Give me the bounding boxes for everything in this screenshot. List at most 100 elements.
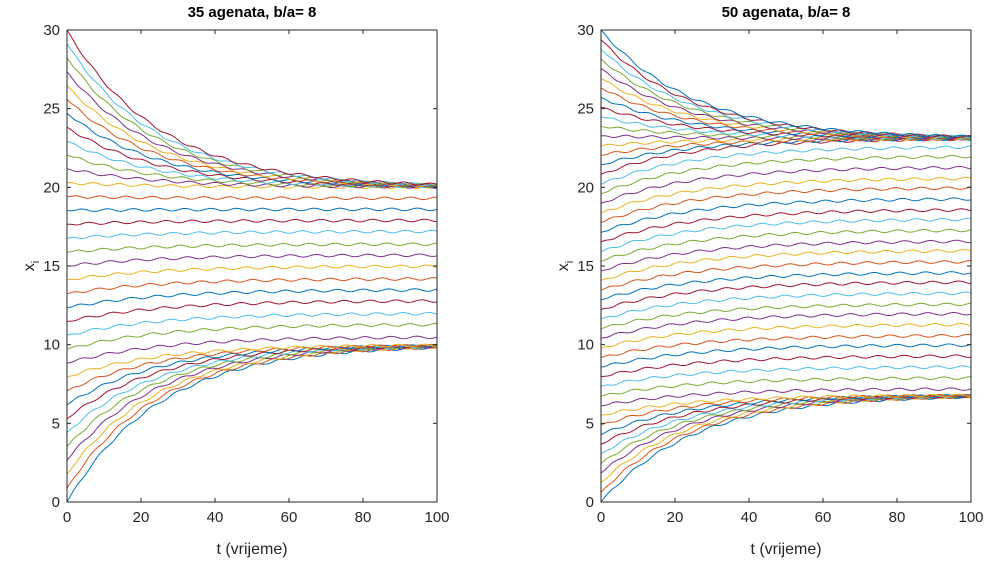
agent-trajectory-15: [600, 343, 972, 368]
agent-trajectory-7: [66, 344, 438, 420]
agent-trajectory-18: [66, 253, 438, 267]
series-group-left: [66, 29, 438, 503]
agent-trajectory-48: [600, 48, 972, 139]
agent-trajectory-47: [600, 58, 972, 139]
subplot-right: 50 agenata, b/a= 8 0 20 40 60 80 100 0 5 10 15 20 2…: [555, 4, 984, 558]
agent-trajectory-37: [600, 137, 972, 156]
y-tick-label: 0: [52, 494, 60, 511]
agent-trajectory-23: [67, 195, 438, 201]
agent-trajectory-8: [66, 344, 438, 406]
agent-trajectory-45: [600, 77, 972, 140]
subplot-left: 35 agenata, b/a= 8 0 20 40 60 80 100 0 5 10 15 20 2…: [21, 4, 450, 558]
agent-trajectory-24: [600, 249, 972, 281]
y-axis-label-subscript-right: i: [564, 261, 576, 263]
agent-trajectory-31: [600, 176, 972, 214]
x-axis-label-left: t (vrijeme): [216, 541, 287, 558]
agent-trajectory-4: [66, 345, 438, 461]
agent-trajectory-32: [66, 71, 438, 187]
agent-trajectory-17: [600, 322, 972, 349]
x-tick-label: 100: [958, 509, 983, 526]
x-tick-label: 40: [207, 509, 224, 526]
x-tick-label: 0: [597, 509, 605, 526]
agent-trajectory-14: [66, 299, 438, 323]
y-tick-label: 30: [577, 22, 594, 39]
y-axis-label-text-left: xi: [21, 261, 42, 271]
y-axis-label-main-right: x: [555, 263, 572, 271]
agent-trajectory-8: [600, 394, 972, 435]
agent-trajectory-14: [600, 354, 972, 378]
y-tick-label: 5: [52, 415, 60, 432]
series-group-right: [600, 29, 972, 503]
agent-trajectory-21: [600, 280, 972, 310]
agent-trajectory-26: [66, 154, 438, 189]
agent-trajectory-30: [66, 99, 438, 188]
agent-trajectory-17: [66, 264, 438, 281]
agent-trajectory-12: [600, 376, 972, 397]
y-tick-label: 5: [586, 415, 594, 432]
agent-trajectory-6: [600, 394, 972, 455]
y-tick-label: 25: [577, 101, 594, 118]
x-tick-label: 60: [281, 509, 298, 526]
agent-trajectory-25: [600, 239, 972, 272]
y-tick-label: 10: [43, 337, 60, 354]
agent-trajectory-32: [600, 165, 972, 204]
y-tick-label: 15: [43, 258, 60, 275]
agent-trajectory-20: [66, 229, 438, 240]
y-axis-label-left: xi: [21, 261, 42, 271]
agent-trajectory-40: [600, 125, 972, 141]
y-tick-label: 15: [577, 258, 594, 275]
agent-trajectory-10: [66, 343, 438, 378]
agent-trajectory-27: [600, 217, 972, 252]
agent-trajectory-7: [600, 394, 972, 445]
agent-trajectory-33: [600, 154, 972, 195]
agent-trajectory-29: [600, 197, 972, 233]
agent-trajectory-26: [600, 228, 972, 262]
x-tick-label: 20: [667, 509, 684, 526]
agent-trajectory-41: [600, 116, 972, 140]
agent-trajectory-6: [66, 344, 438, 433]
y-axis-label-subscript-left: i: [30, 261, 42, 263]
agent-trajectory-1: [66, 345, 438, 503]
agent-trajectory-35: [66, 29, 438, 186]
agent-trajectory-22: [600, 271, 972, 301]
agent-trajectory-29: [66, 112, 438, 188]
agent-trajectory-19: [66, 242, 438, 253]
chart-title-left: 35 agenata, b/a= 8: [188, 4, 317, 21]
y-tick-label: 20: [43, 179, 60, 196]
y-axis-label-text-right: xi: [555, 261, 576, 271]
tick-group-left: 0 20 40 60 80 100 0 5 10 15 20 25 30: [43, 22, 449, 526]
x-tick-label: 20: [133, 509, 150, 526]
agent-trajectory-9: [66, 343, 438, 392]
agent-trajectory-12: [66, 322, 438, 350]
agent-trajectory-50: [600, 29, 972, 138]
agent-trajectory-16: [66, 277, 438, 295]
agent-trajectory-30: [600, 186, 972, 224]
agent-trajectory-11: [66, 335, 438, 364]
agent-trajectory-22: [66, 207, 438, 212]
x-tick-label: 80: [355, 509, 372, 526]
agent-trajectory-23: [600, 260, 972, 291]
agent-trajectory-34: [66, 43, 438, 187]
y-tick-label: 30: [43, 22, 60, 39]
agent-trajectory-18: [600, 312, 972, 339]
x-tick-label: 40: [741, 509, 758, 526]
y-tick-label: 10: [577, 337, 594, 354]
x-axis-label-right: t (vrijeme): [750, 541, 821, 558]
agent-trajectory-16: [600, 333, 972, 359]
agent-trajectory-4: [600, 395, 972, 474]
agent-trajectory-13: [600, 365, 972, 387]
agent-trajectory-13: [66, 311, 438, 336]
y-axis-label-right: xi: [555, 261, 576, 271]
y-axis-label-main-left: x: [21, 263, 38, 271]
y-tick-label: 25: [43, 101, 60, 118]
agent-trajectory-49: [600, 39, 972, 139]
agent-trajectory-19: [600, 302, 972, 330]
agent-trajectory-20: [600, 291, 972, 320]
chart-title-right: 50 agenata, b/a= 8: [722, 4, 851, 21]
agent-trajectory-1: [600, 395, 972, 503]
agent-trajectory-3: [66, 345, 438, 475]
x-tick-label: 80: [889, 509, 906, 526]
agent-trajectory-34: [600, 145, 972, 185]
